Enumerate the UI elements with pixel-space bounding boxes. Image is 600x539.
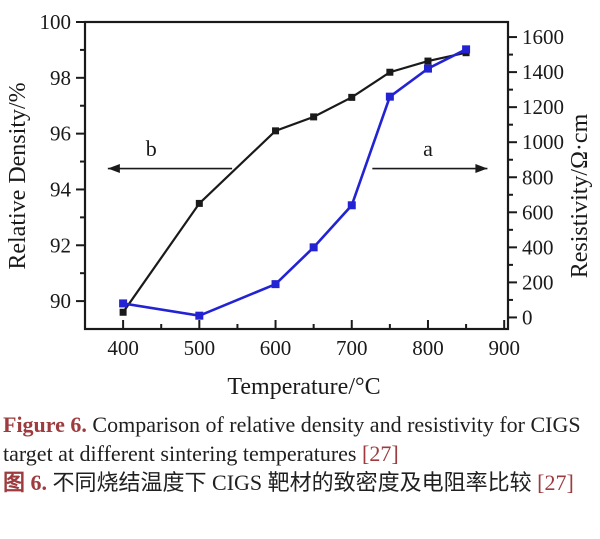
series-a-marker xyxy=(385,92,394,101)
right-axis-title: Resistivity/Ω·cm xyxy=(567,113,593,278)
citation-ref-en[interactable]: [27] xyxy=(362,441,399,467)
plot-frame xyxy=(83,20,510,331)
series-b-marker xyxy=(348,93,356,101)
right-tick-label: 800 xyxy=(522,165,554,189)
series-b-marker xyxy=(310,113,318,121)
series-b-marker xyxy=(272,127,280,135)
x-tick-label: 600 xyxy=(260,336,292,360)
x-tick-label: 500 xyxy=(184,336,216,360)
citation-ref-zh[interactable]: [27] xyxy=(537,470,574,496)
arrow-a-head xyxy=(475,164,488,174)
right-tick-label: 1600 xyxy=(522,25,564,49)
plot-area: 400 500 600 700 800 9009092949698100020040060… xyxy=(40,10,565,360)
series-a-marker xyxy=(271,280,280,289)
series-b-line xyxy=(122,51,467,313)
arrow-b-head xyxy=(107,164,120,174)
x-tick-label: 900 xyxy=(488,336,520,360)
series-b-marker xyxy=(386,68,394,76)
series-a-marker xyxy=(119,299,128,308)
right-tick-label: 1200 xyxy=(522,95,564,119)
left-tick-label: 98 xyxy=(50,66,71,90)
x-axis-title: Temperature/°C xyxy=(227,374,380,400)
right-tick-label: 1400 xyxy=(522,60,564,84)
density-resistivity-chart: 400 500 600 700 800 9009092949698100020040060… xyxy=(5,10,593,400)
right-tick-label: 0 xyxy=(522,305,533,329)
left-tick-label: 90 xyxy=(50,289,71,313)
caption-english-text: Comparison of relative density and resis… xyxy=(3,412,581,467)
caption-english: Figure 6. Comparison of relative density… xyxy=(3,410,596,468)
left-tick-label: 96 xyxy=(50,122,71,146)
figure-number-label: Figure 6. xyxy=(3,412,87,437)
series-a-marker xyxy=(195,311,204,320)
right-tick-label: 200 xyxy=(522,270,554,294)
left-tick-label: 100 xyxy=(40,10,72,34)
x-tick-label: 400 xyxy=(107,336,139,360)
curve-label-a: a xyxy=(423,136,433,161)
caption-chinese: 图 6. 不同烧结温度下 CIGS 靶材的致密度及电阻率比较 [27] xyxy=(3,468,596,497)
series-a-marker xyxy=(423,64,432,73)
right-tick-label: 600 xyxy=(522,200,554,224)
figure-number-label-zh: 图 6. xyxy=(3,470,48,496)
caption-chinese-text: 不同烧结温度下 CIGS 靶材的致密度及电阻率比较 xyxy=(47,470,538,496)
series-b-marker xyxy=(424,57,432,65)
x-tick-label: 700 xyxy=(336,336,368,360)
right-tick-label: 400 xyxy=(522,235,554,259)
series-b-marker xyxy=(119,308,127,316)
series-a-marker xyxy=(462,45,471,54)
right-tick-label: 1000 xyxy=(522,130,564,154)
series-a-marker xyxy=(347,201,356,210)
curve-label-b: b xyxy=(146,136,157,161)
series-a-line xyxy=(122,48,467,318)
left-tick-label: 92 xyxy=(50,233,71,257)
left-axis-title: Relative Density/% xyxy=(5,82,31,269)
left-tick-label: 94 xyxy=(50,177,72,201)
x-tick-label: 800 xyxy=(412,336,444,360)
series-a-marker xyxy=(309,243,318,252)
series-b-marker xyxy=(195,199,203,207)
